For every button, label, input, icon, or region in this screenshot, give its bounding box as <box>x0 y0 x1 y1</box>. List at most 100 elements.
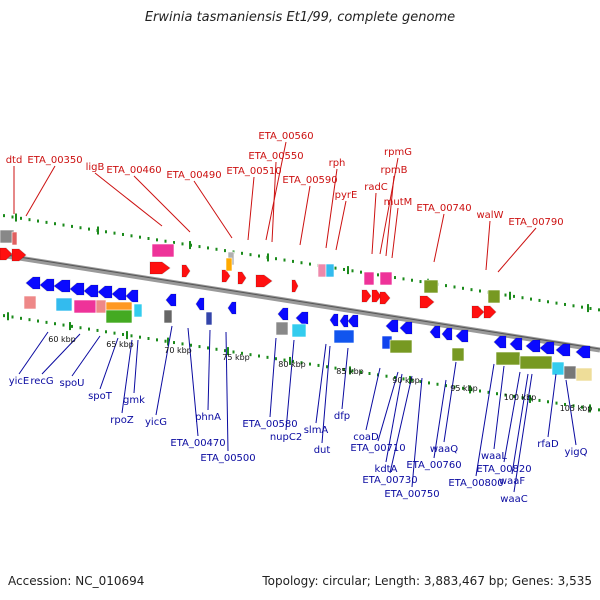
gene-labels: dtd ETA_00350 ligB ETA_00460 ETA_00490 ETA_00… <box>6 131 588 505</box>
gene-label-eta_00590: ETA_00590 <box>282 175 337 186</box>
reverse-gene-arrow <box>69 282 85 296</box>
reverse-gene-box <box>205 311 213 326</box>
forward-gene-arrow <box>237 271 247 285</box>
leader-line <box>379 157 399 255</box>
leader-line <box>335 200 347 251</box>
reverse-gene-arrow <box>493 335 507 349</box>
reverse-gene-arrow <box>555 343 571 357</box>
leader-line <box>269 337 277 418</box>
gene-label-eta_00710: ETA_00710 <box>350 443 405 454</box>
leader-line <box>377 371 399 442</box>
kbp-label: 70 kbp <box>164 346 192 355</box>
gene-label-recg: recG <box>30 376 53 387</box>
leader-line <box>247 176 255 241</box>
reverse-gene-box <box>495 351 521 366</box>
gene-features <box>0 229 593 382</box>
reverse-gene-box <box>563 365 577 380</box>
reverse-gene-arrow <box>441 327 453 341</box>
leader-line <box>133 175 191 233</box>
gene-label-yicg: yicG <box>145 417 167 428</box>
reverse-gene-arrow <box>347 314 359 328</box>
leader-line <box>271 161 277 243</box>
reverse-gene-box <box>333 329 355 344</box>
leader-line <box>475 363 495 477</box>
gene-label-waaf: waaF <box>499 476 525 487</box>
gene-label-rpmb: rpmB <box>380 165 407 176</box>
gene-label-eta_00760: ETA_00760 <box>406 460 461 471</box>
kbp-label: 80 kbp <box>278 360 306 369</box>
kbp-label: 65 kbp <box>106 340 134 349</box>
reverse-gene-arrow <box>53 279 71 293</box>
reverse-gene-arrow <box>399 321 413 335</box>
forward-gene-box <box>151 243 175 258</box>
reverse-gene-box <box>291 323 307 338</box>
kbp-label: 75 kbp <box>222 353 250 362</box>
reverse-gene-box <box>451 347 465 362</box>
gene-label-eta_00350: ETA_00350 <box>27 155 82 166</box>
gene-label-coad: coaD <box>353 432 379 443</box>
leader-line <box>18 331 49 375</box>
position-ticks <box>3 213 600 413</box>
leader-line <box>371 192 377 255</box>
leader-line <box>99 337 119 390</box>
reverse-gene-arrow <box>125 289 139 303</box>
gene-label-slma: slmA <box>304 425 329 436</box>
reverse-gene-arrow <box>111 287 127 301</box>
gene-label-rfad: rfaD <box>537 439 559 450</box>
reverse-gene-arrow <box>525 339 541 353</box>
forward-gene-arrow <box>371 289 382 303</box>
reverse-gene-box <box>73 299 97 314</box>
gene-label-spou: spoU <box>60 378 85 389</box>
gene-label-dtd: dtd <box>6 155 23 166</box>
forward-gene-arrow <box>361 289 372 303</box>
reverse-gene-box <box>163 309 173 324</box>
leader-line <box>71 335 101 377</box>
leader-line <box>493 365 505 450</box>
gene-label-eta_00500: ETA_00500 <box>200 453 255 464</box>
reverse-gene-arrow <box>165 293 177 307</box>
leader-line <box>207 329 211 411</box>
leader-line <box>511 373 529 475</box>
reverse-gene-box <box>133 303 143 318</box>
leader-line <box>485 220 491 271</box>
reverse-gene-arrow <box>97 285 113 299</box>
gene-label-eta_00550: ETA_00550 <box>248 151 303 162</box>
leader-line <box>385 175 395 257</box>
kbp-label: 60 kbp <box>48 335 76 344</box>
reverse-gene-arrow <box>429 325 441 339</box>
leader-line <box>155 325 173 416</box>
leader-line <box>365 367 381 431</box>
gene-label-eta_00470: ETA_00470 <box>170 438 225 449</box>
backbone-line <box>0 252 600 353</box>
gene-label-rpmg: rpmG <box>384 147 412 158</box>
gene-label-dfp: dfp <box>334 411 350 422</box>
gene-label-radc: radC <box>364 182 388 193</box>
kbp-label: 85 kbp <box>336 367 364 376</box>
gene-label-pyre: pyrE <box>335 190 358 201</box>
forward-gene-arrow <box>181 264 191 278</box>
gene-label-eta_00800: ETA_00800 <box>448 478 503 489</box>
forward-gene-arrow <box>11 248 27 262</box>
leader-line <box>299 185 311 246</box>
gene-label-eta_00790: ETA_00790 <box>508 217 563 228</box>
gene-label-eta_00580: ETA_00580 <box>242 419 297 430</box>
gene-label-phna: phnA <box>195 412 221 423</box>
gene-label-waaq: waaQ <box>430 444 458 455</box>
leader-line <box>285 339 295 431</box>
leader-line <box>503 371 521 463</box>
gene-label-waac: waaC <box>500 494 527 505</box>
gene-label-eta_00510: ETA_00510 <box>226 166 281 177</box>
kbp-label: 90 kbp <box>392 376 420 385</box>
leader-line <box>121 339 133 414</box>
reverse-gene-arrow <box>195 297 205 311</box>
genome-backbone <box>0 252 600 353</box>
reverse-gene-arrow <box>455 329 469 343</box>
leader-line <box>391 207 399 259</box>
forward-gene-arrow <box>483 305 497 319</box>
gene-label-nupc2: nupC2 <box>270 432 302 443</box>
kbp-scale-labels: 60 kbp 65 kbp 70 kbp 75 kbp 80 kbp 85 kbp 90 k… <box>48 335 592 413</box>
leader-line <box>433 379 447 459</box>
gene-label-eta_00460: ETA_00460 <box>106 165 161 176</box>
reverse-gene-box <box>575 367 593 382</box>
reverse-gene-box <box>275 321 289 336</box>
